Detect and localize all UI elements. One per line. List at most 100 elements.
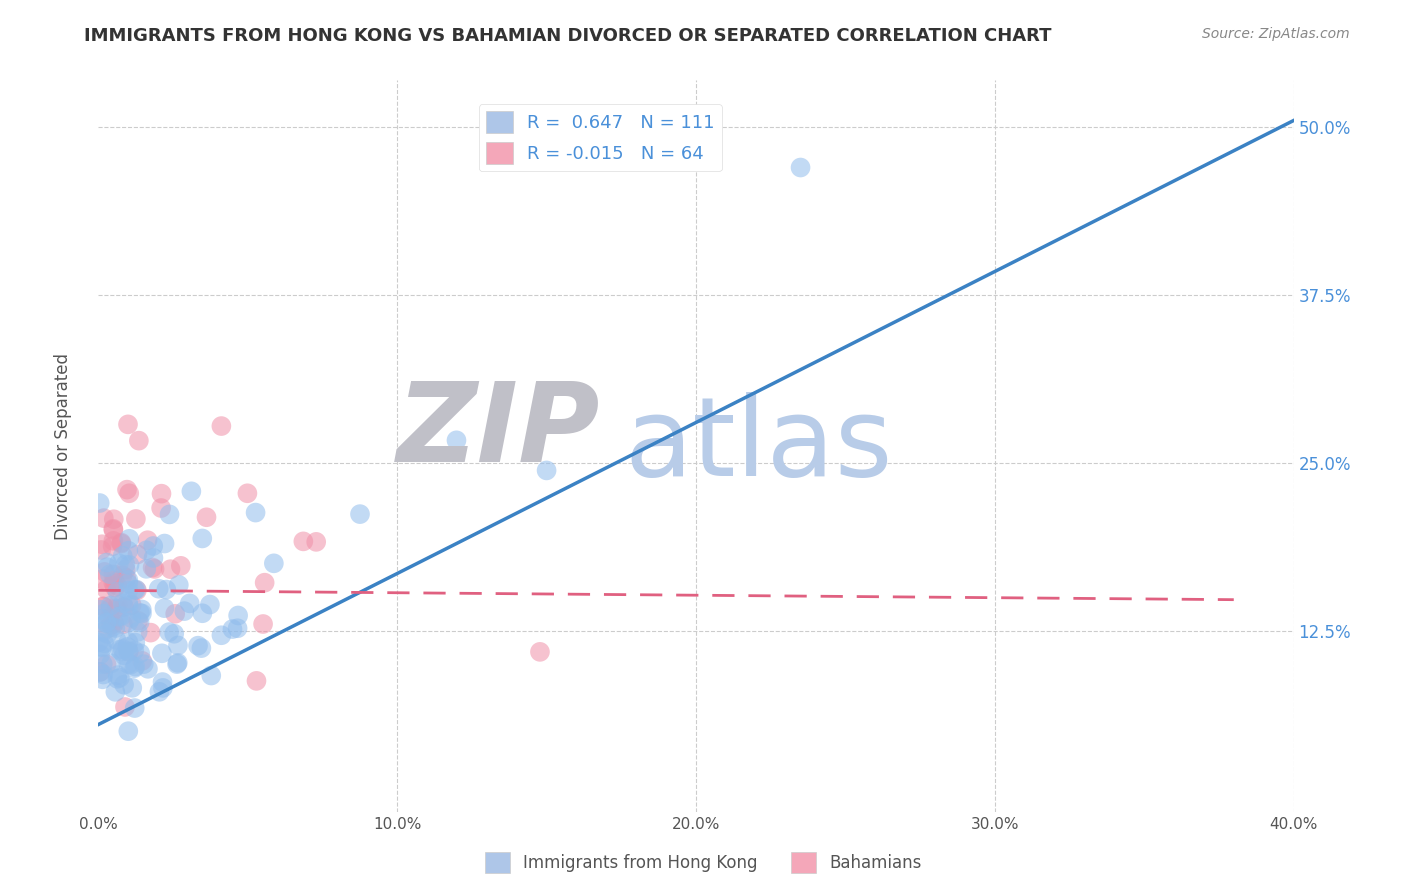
Point <box>148 582 170 596</box>
Point <box>127 614 149 628</box>
Point <box>129 646 152 660</box>
Point <box>103 574 125 588</box>
Point <box>135 543 157 558</box>
Point <box>191 607 214 621</box>
Point <box>128 606 150 620</box>
Point <box>103 616 125 631</box>
Point <box>104 580 127 594</box>
Point <box>150 501 173 516</box>
Point <box>142 550 165 565</box>
Point <box>209 628 232 642</box>
Point <box>173 604 195 618</box>
Point <box>167 639 190 653</box>
Point <box>105 632 128 647</box>
Point <box>98 611 121 625</box>
Text: ZIP: ZIP <box>396 378 600 485</box>
Point <box>143 562 166 576</box>
Point <box>118 486 141 500</box>
Point <box>98 567 121 582</box>
Point <box>118 558 141 572</box>
Point <box>108 671 131 685</box>
Point <box>89 665 111 679</box>
Point <box>96 615 118 630</box>
Point <box>159 562 181 576</box>
Point <box>118 645 141 659</box>
Point <box>131 607 153 621</box>
Point <box>127 624 149 639</box>
Point <box>142 560 165 574</box>
Point <box>96 627 118 641</box>
Point <box>163 626 186 640</box>
Point <box>93 511 115 525</box>
Point <box>89 602 111 616</box>
Point <box>111 549 134 563</box>
Point <box>111 596 134 610</box>
Point <box>153 601 176 615</box>
Point <box>91 640 114 655</box>
Point <box>89 496 111 510</box>
Point <box>124 582 146 597</box>
Point <box>112 678 135 692</box>
Point <box>91 537 114 551</box>
Point <box>179 596 201 610</box>
Point <box>114 700 136 714</box>
Point <box>111 617 134 632</box>
Point <box>117 615 139 630</box>
Point <box>122 661 145 675</box>
Point <box>150 646 173 660</box>
Point <box>93 565 115 579</box>
Point <box>117 583 139 598</box>
Point <box>89 665 111 679</box>
Point <box>125 583 148 598</box>
Point <box>93 599 115 614</box>
Point <box>112 600 135 615</box>
Point <box>263 557 285 571</box>
Point <box>529 645 551 659</box>
Point <box>170 558 193 573</box>
Point <box>101 620 124 634</box>
Point <box>209 419 232 434</box>
Point <box>167 578 190 592</box>
Point <box>91 673 114 687</box>
Point <box>148 685 170 699</box>
Point <box>117 644 139 658</box>
Point <box>101 539 124 553</box>
Point <box>245 673 267 688</box>
Point <box>117 573 139 587</box>
Point <box>96 622 118 636</box>
Point <box>104 685 127 699</box>
Point <box>96 560 118 574</box>
Point <box>305 534 328 549</box>
Point <box>96 657 118 672</box>
Point <box>93 607 115 621</box>
Point <box>110 536 132 550</box>
Point <box>114 563 136 577</box>
Point <box>226 608 249 623</box>
Point <box>91 599 114 614</box>
Point <box>103 512 125 526</box>
Point <box>103 523 125 537</box>
Point <box>124 701 146 715</box>
Point <box>152 681 174 695</box>
Point <box>152 675 174 690</box>
Point <box>96 556 118 570</box>
Point <box>191 532 214 546</box>
Point <box>105 584 128 599</box>
Point <box>100 599 122 613</box>
Point <box>128 434 150 448</box>
Point <box>136 662 159 676</box>
Legend: R =  0.647   N = 111, R = -0.015   N = 64: R = 0.647 N = 111, R = -0.015 N = 64 <box>478 104 723 171</box>
Point <box>139 625 162 640</box>
Point <box>93 636 115 650</box>
Point <box>121 598 143 612</box>
Point <box>91 657 114 672</box>
Point <box>131 602 153 616</box>
Point <box>236 486 259 500</box>
Point <box>103 567 125 582</box>
Point <box>117 576 139 591</box>
Point <box>155 582 177 597</box>
Point <box>93 667 115 681</box>
Point <box>111 568 134 582</box>
Point <box>107 598 129 612</box>
Point <box>536 463 558 477</box>
